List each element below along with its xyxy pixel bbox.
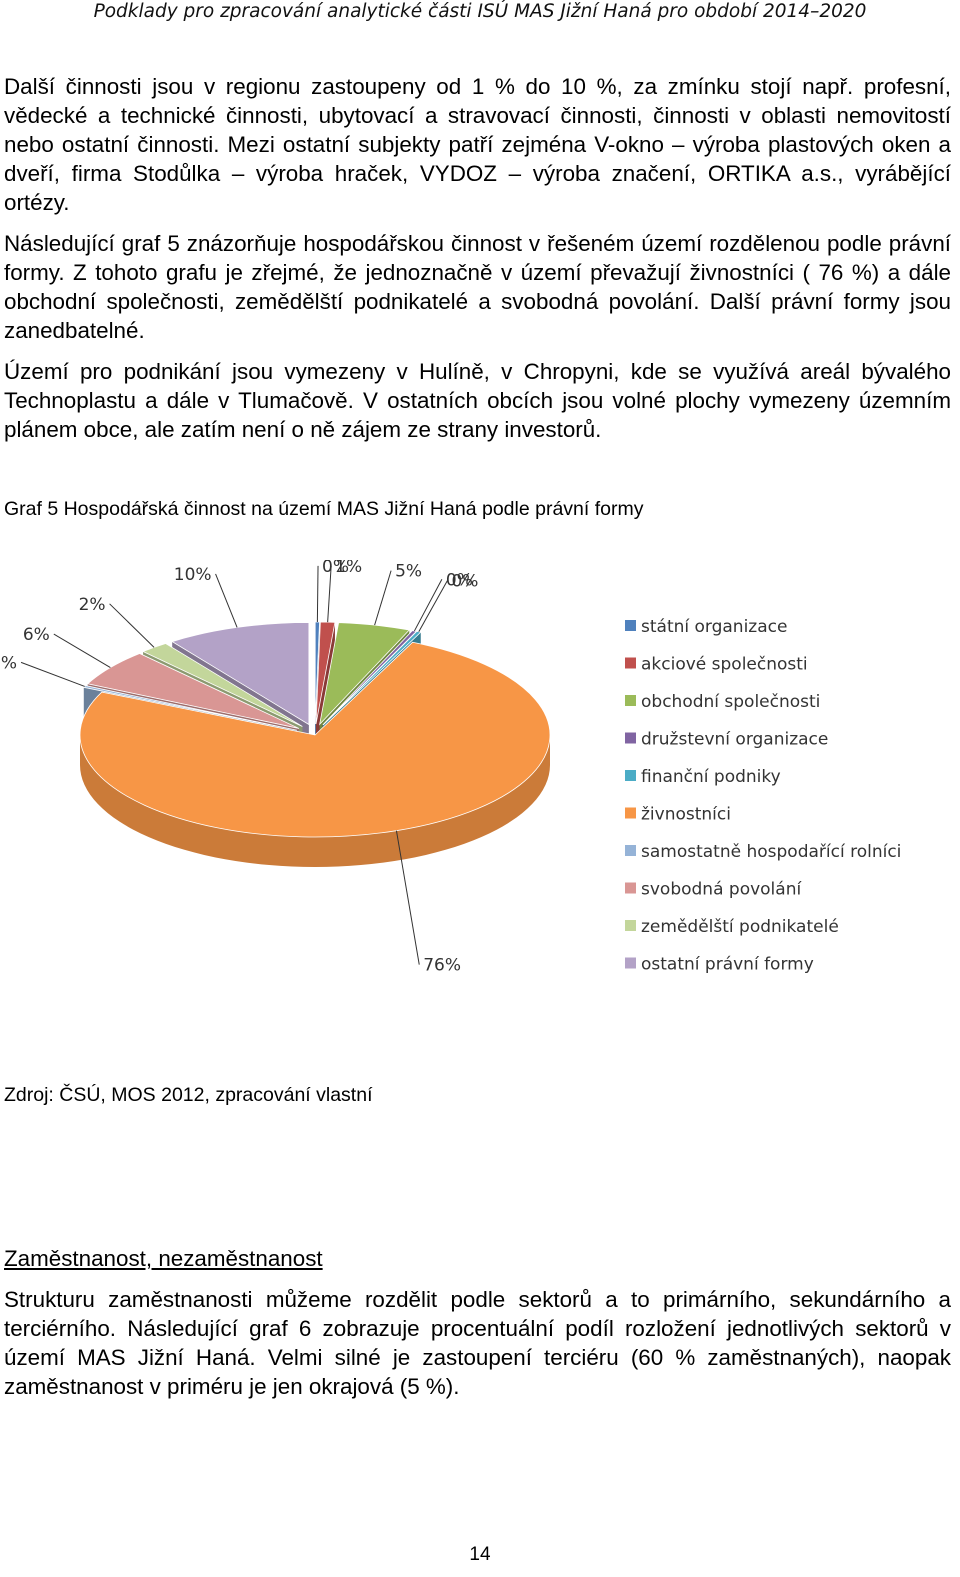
slice-top-0 (314, 621, 320, 725)
leader-line-9 (215, 573, 238, 628)
paragraph-graph5-intro: Následující graf 5 znázorňuje hospodářsk… (4, 231, 951, 343)
leader-line-3 (413, 579, 443, 632)
data-label-5: 76% (423, 956, 461, 976)
leader-line-7 (53, 633, 111, 668)
legend-label-0: státní organizace (641, 617, 787, 637)
data-label-8: 2% (79, 595, 106, 615)
legend-label-1: akciové společnosti (641, 655, 808, 675)
legend-swatch-5 (625, 807, 636, 819)
legend-swatch-0 (625, 620, 636, 631)
legend-swatch-9 (625, 957, 636, 969)
slice-top-1 (315, 621, 336, 725)
legend-label-5: živnostníci (641, 805, 731, 825)
figure-caption: Graf 5 Hospodářská činnost na území MAS … (4, 498, 644, 520)
legend-label-3: družstevní organizace (641, 730, 828, 750)
slice-top-8 (142, 643, 303, 727)
running-header: Podklady pro zpracování analytické části… (93, 1, 867, 22)
data-label-3: 0% (446, 570, 473, 590)
page-number: 14 (469, 1544, 491, 1565)
legend-label-8: zemědělští podnikatelé (641, 917, 839, 937)
data-label-0: 0% (322, 560, 349, 577)
legend-label-4: finanční podniky (641, 767, 781, 787)
legend-swatch-7 (625, 882, 636, 894)
data-label-1: 1% (335, 560, 362, 577)
pie-slices (79, 621, 551, 867)
data-label-2: 5% (395, 562, 422, 582)
legend-label-9: ostatní právní formy (641, 955, 814, 975)
leader-line-1 (327, 566, 332, 623)
legend-swatch-6 (625, 845, 636, 856)
paragraph-other-activities: Další činnosti jsou v regionu zastoupeny… (4, 74, 951, 215)
chart-legend: státní organizace akciové společnosti obch… (625, 617, 901, 975)
legend-swatch-1 (625, 657, 636, 669)
slice-top-2 (319, 622, 411, 726)
legend-label-6: samostatně hospodařící rolníci (641, 842, 901, 862)
data-label-7: 6% (23, 625, 50, 645)
legend-swatch-8 (625, 920, 636, 931)
data-labels: 0%1%5%0%0%76%0%6%2%10% (0, 560, 478, 976)
figure-source: Zdroj: ČSÚ, MOS 2012, zpracování vlastní (4, 1084, 373, 1106)
legend-label-7: svobodná povolání (641, 880, 802, 900)
slice-rim-5 (80, 735, 550, 867)
leader-line-2 (374, 570, 392, 626)
legend-swatch-4 (625, 770, 636, 781)
data-label-4: 0% (451, 572, 478, 592)
leader-line-8 (109, 603, 155, 648)
pie-chart-legal-form: 0%1%5%0%0%76%0%6%2%10%státní organizacea… (0, 560, 901, 976)
legend-swatch-3 (625, 732, 636, 744)
slice-top-4 (322, 630, 422, 726)
leader-line-6 (20, 661, 85, 687)
data-label-6: 0% (0, 653, 17, 673)
data-label-9: 10% (174, 565, 212, 585)
leader-line-4 (418, 580, 448, 633)
section-heading-employment: Zaměstnanost, nezaměstnanost (4, 1246, 323, 1271)
slice-top-5 (79, 641, 551, 838)
paragraph-employment-structure: Strukturu zaměstnanosti můžeme rozdělit … (4, 1287, 951, 1399)
leader-line-5 (395, 830, 420, 965)
paragraph-business-areas: Území pro podnikání jsou vymezeny v Hulí… (4, 359, 951, 442)
legend-swatch-2 (625, 695, 636, 706)
slice-top-7 (86, 653, 300, 729)
leader-line-0 (316, 565, 319, 623)
legend-label-2: obchodní společnosti (641, 692, 820, 712)
